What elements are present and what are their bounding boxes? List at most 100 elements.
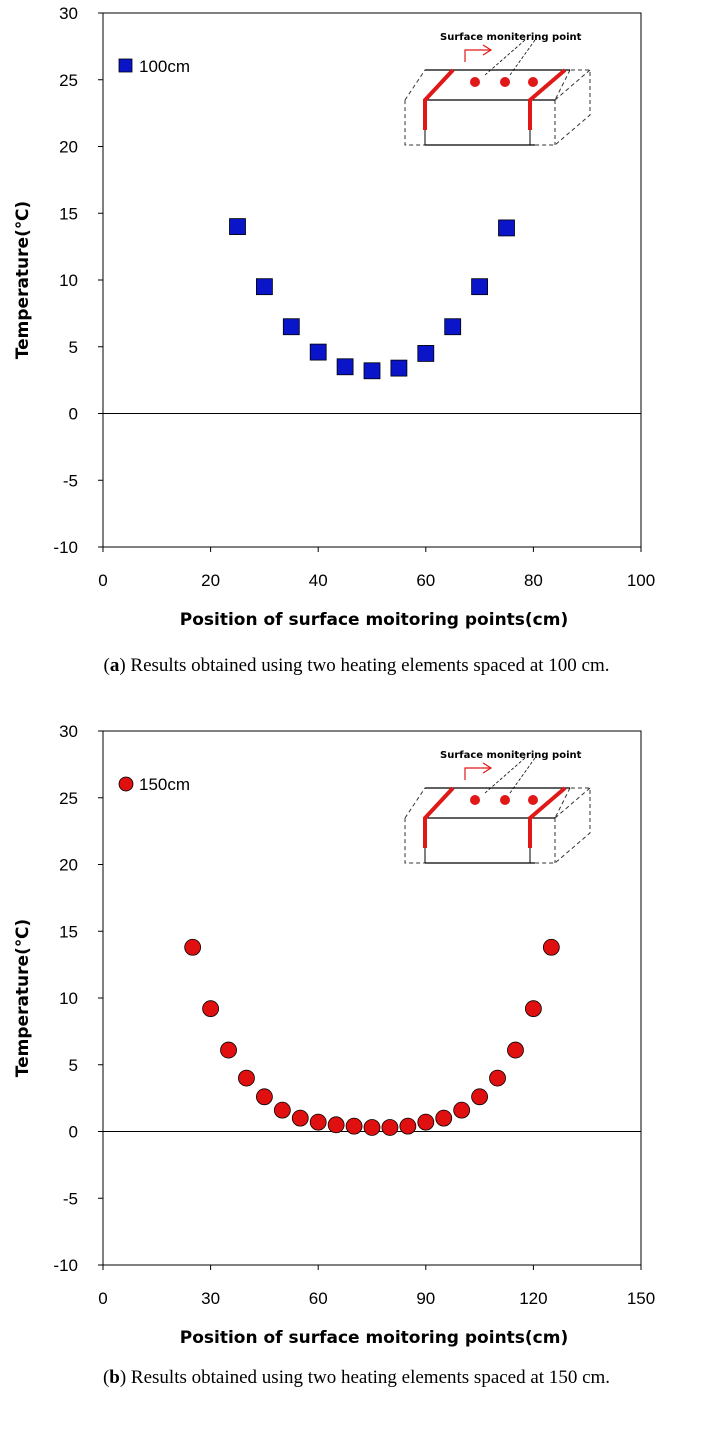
y-tick-label: 0 bbox=[69, 1123, 78, 1142]
inset-edge bbox=[554, 787, 591, 819]
caption-a-label: a bbox=[109, 655, 120, 676]
legend-label: 100cm bbox=[139, 57, 190, 76]
x-axis-title: Position of surface moitoring points(cm) bbox=[180, 1328, 569, 1348]
x-tick-label: 0 bbox=[98, 571, 107, 590]
y-tick-label: 10 bbox=[59, 271, 78, 290]
arrow-shaft bbox=[464, 767, 490, 780]
inset-diagram: Surface monitering point bbox=[404, 750, 591, 864]
caption-b-label: b bbox=[109, 1367, 120, 1388]
data-point bbox=[220, 1041, 237, 1059]
y-tick-label: 20 bbox=[59, 856, 78, 875]
data-point bbox=[417, 1113, 435, 1131]
pointer-line bbox=[509, 39, 536, 76]
data-point bbox=[399, 1117, 417, 1135]
data-point bbox=[273, 1101, 291, 1119]
data-point bbox=[471, 278, 489, 296]
x-tick-label: 120 bbox=[519, 1289, 547, 1308]
data-point bbox=[282, 318, 300, 336]
y-axis-title: Temperature(℃) bbox=[13, 201, 33, 359]
arrow-head bbox=[482, 44, 493, 56]
data-point bbox=[202, 1000, 220, 1018]
y-tick-label: -10 bbox=[53, 1256, 78, 1275]
arrow-head bbox=[482, 762, 493, 774]
legend-label: 150cm bbox=[139, 775, 190, 794]
y-axis-title: Temperature(℃) bbox=[13, 919, 33, 1077]
pointer-line bbox=[484, 757, 526, 794]
data-point bbox=[381, 1119, 399, 1136]
y-tick-label: 20 bbox=[59, 138, 78, 157]
panel-a: -10 -5 0 5 10 15 20 25 30 0 20 40 60 80 100 Position of… bbox=[13, 4, 655, 676]
data-point bbox=[255, 278, 273, 296]
data-point bbox=[255, 1088, 273, 1106]
data-point bbox=[525, 1000, 542, 1018]
y-tick-label: 5 bbox=[69, 338, 78, 357]
y-tick-label: -5 bbox=[63, 471, 78, 490]
x-tick-label: 150 bbox=[627, 1289, 655, 1308]
arrow-shaft bbox=[464, 49, 490, 62]
y-tick-label: 25 bbox=[59, 789, 78, 808]
pointer-line bbox=[509, 757, 536, 794]
monitoring-point bbox=[500, 77, 510, 87]
data-point bbox=[238, 1069, 255, 1087]
y-tick-label: 25 bbox=[59, 71, 78, 90]
monitoring-point bbox=[470, 77, 480, 87]
monitoring-point bbox=[470, 795, 480, 805]
data-point bbox=[309, 1113, 327, 1131]
data-point bbox=[291, 1109, 309, 1127]
caption-a: (a) Results obtained using two heating e… bbox=[103, 655, 610, 676]
inset-edge bbox=[554, 787, 571, 819]
inset-outline bbox=[404, 787, 591, 864]
data-point bbox=[417, 345, 435, 362]
chart-b: -10 -5 0 5 10 15 20 25 30 0 30 60 90 120 150 Position o… bbox=[13, 722, 655, 1348]
y-tick-label: 30 bbox=[59, 4, 78, 23]
y-tick-label: 10 bbox=[59, 989, 78, 1008]
heater-left bbox=[423, 68, 455, 130]
heater-right bbox=[528, 68, 567, 130]
legend-marker bbox=[118, 58, 133, 73]
panel-b: -10 -5 0 5 10 15 20 25 30 0 30 60 90 120 150 Position o… bbox=[0, 718, 713, 1435]
heater-right bbox=[528, 786, 567, 848]
data-point bbox=[542, 938, 560, 956]
inset-label: Surface monitering point bbox=[440, 32, 582, 43]
data-point bbox=[184, 938, 202, 956]
inset-label: Surface monitering point bbox=[440, 750, 582, 761]
data-point bbox=[390, 359, 408, 377]
y-tick-label: 5 bbox=[69, 1056, 78, 1075]
y-tick-label: 15 bbox=[59, 204, 78, 223]
x-tick-label: 90 bbox=[416, 1289, 435, 1308]
x-tick-label: 80 bbox=[524, 571, 543, 590]
caption-b-text: Results obtained using two heating eleme… bbox=[126, 1367, 611, 1388]
data-point bbox=[336, 358, 354, 376]
inset-diagram: Surface monitering point bbox=[404, 32, 591, 146]
x-tick-label: 40 bbox=[309, 571, 328, 590]
data-point bbox=[453, 1101, 471, 1119]
x-tick-label: 100 bbox=[627, 571, 655, 590]
data-point bbox=[363, 362, 381, 380]
data-point bbox=[507, 1041, 524, 1059]
plot-frame bbox=[102, 730, 642, 1266]
x-tick-label: 30 bbox=[201, 1289, 220, 1308]
y-tick-label: 15 bbox=[59, 922, 78, 941]
data-point bbox=[489, 1069, 506, 1087]
data-point bbox=[444, 318, 462, 336]
caption-a-text: Results obtained using two heating eleme… bbox=[125, 655, 610, 676]
x-tick-label: 0 bbox=[98, 1289, 107, 1308]
y-tick-label: 0 bbox=[69, 405, 78, 424]
data-point bbox=[435, 1109, 453, 1127]
caption-b: (b) Results obtained using two heating e… bbox=[102, 1367, 611, 1388]
data-point bbox=[327, 1116, 345, 1134]
inset-edge bbox=[554, 69, 571, 101]
chart-a: -10 -5 0 5 10 15 20 25 30 0 20 40 60 80 100 Position of… bbox=[13, 4, 655, 630]
y-tick-label: -5 bbox=[63, 1189, 78, 1208]
heater-left bbox=[423, 786, 455, 848]
data-point bbox=[363, 1119, 381, 1136]
pointer-line bbox=[484, 39, 526, 76]
x-axis-title: Position of surface moitoring points(cm) bbox=[180, 610, 569, 630]
data-point bbox=[345, 1117, 363, 1135]
data-point bbox=[229, 218, 246, 236]
y-tick-label: -10 bbox=[53, 538, 78, 557]
x-tick-label: 60 bbox=[416, 571, 435, 590]
data-point bbox=[471, 1088, 489, 1106]
monitoring-point bbox=[528, 77, 538, 87]
x-tick-label: 60 bbox=[309, 1289, 328, 1308]
